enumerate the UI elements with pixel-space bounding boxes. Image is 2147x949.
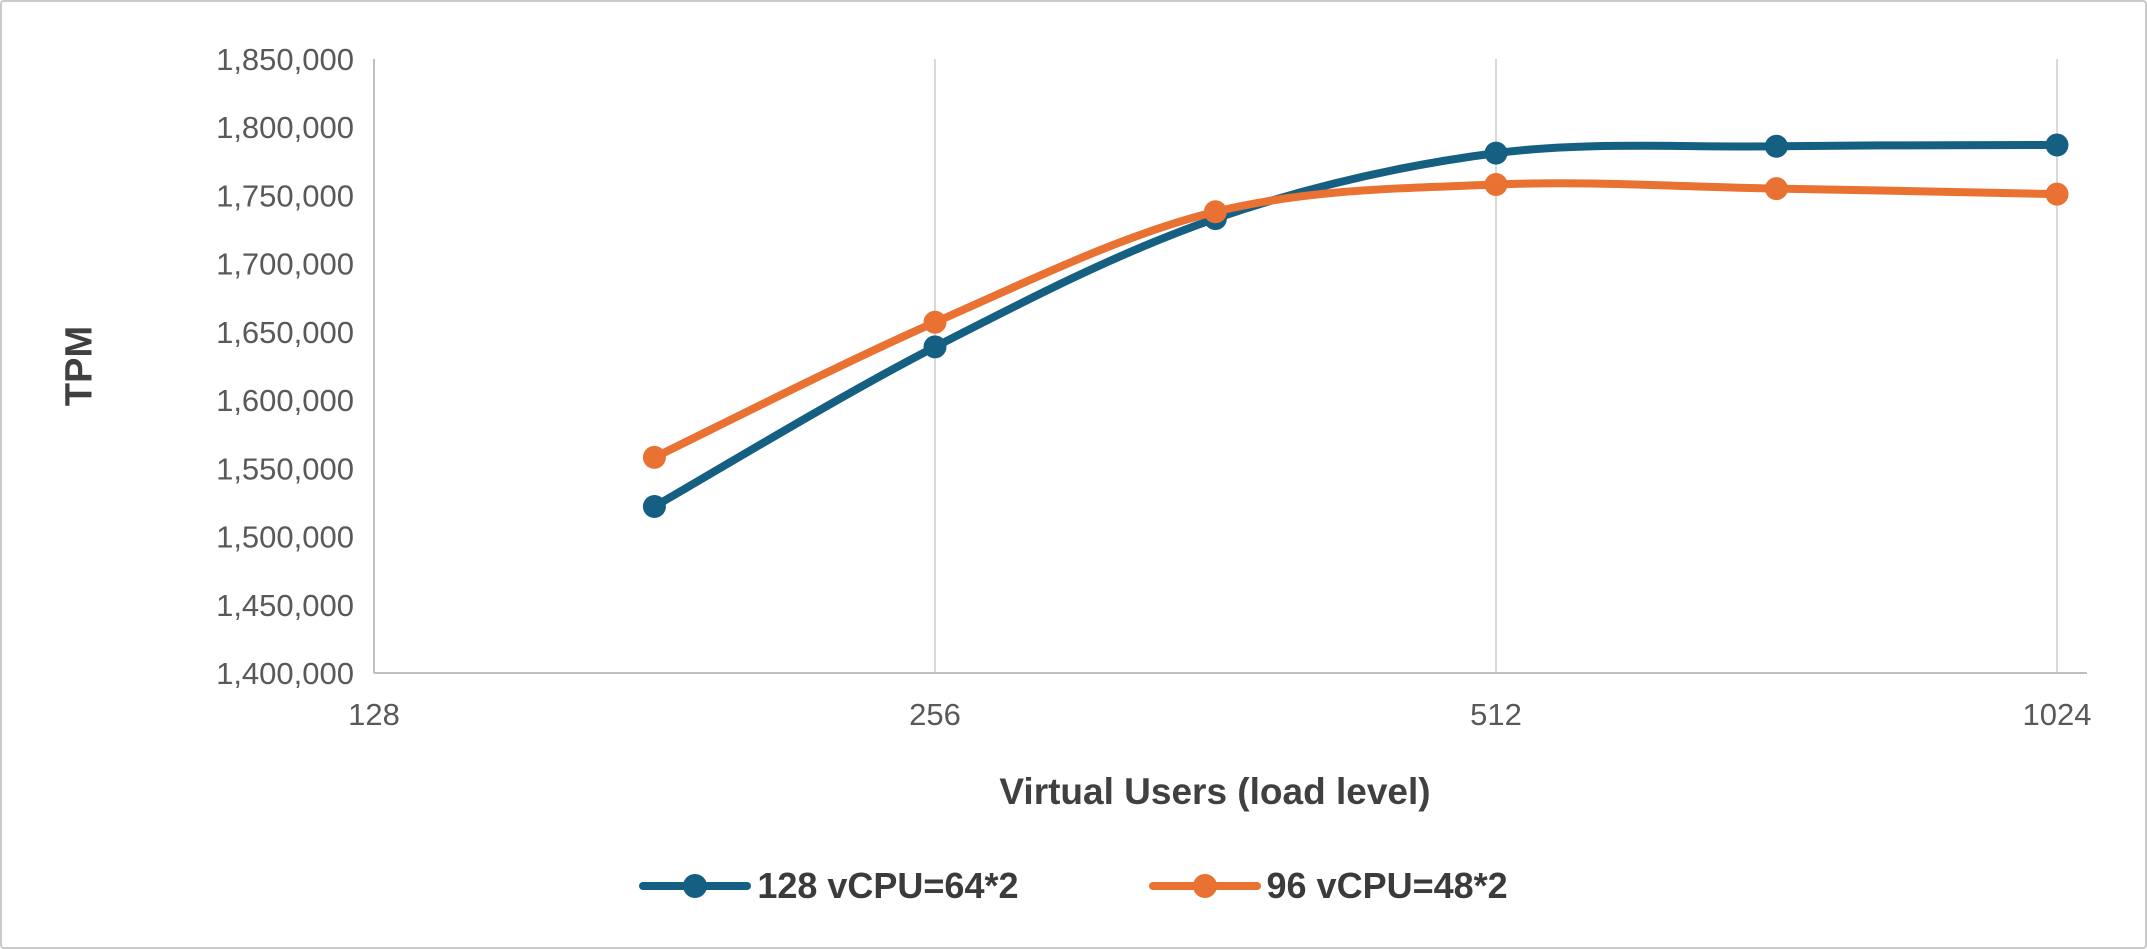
x-axis-title: Virtual Users (load level) — [999, 771, 1431, 812]
y-tick-label: 1,450,000 — [216, 588, 354, 623]
data-point-marker — [2045, 133, 2069, 157]
data-point-marker — [1203, 200, 1227, 224]
data-point-marker — [1764, 134, 1788, 158]
legend-label-128-vcpu: 128 vCPU=64*2 — [757, 865, 1019, 906]
data-point-marker — [2045, 182, 2069, 206]
data-point-marker — [923, 335, 947, 359]
legend-dot-swatch — [683, 874, 708, 898]
x-tick-label: 128 — [348, 697, 400, 732]
y-tick-label: 1,550,000 — [216, 451, 354, 486]
legend-label-96-vcpu: 96 vCPU=48*2 — [1266, 865, 1508, 906]
series-line-0 — [650, 141, 2061, 511]
y-tick-label: 1,850,000 — [216, 42, 354, 77]
data-point-marker — [1764, 177, 1788, 201]
data-point-marker — [923, 310, 947, 334]
y-tick-label: 1,700,000 — [216, 247, 354, 282]
y-tick-label: 1,750,000 — [216, 178, 354, 213]
series-line-1 — [650, 179, 2061, 462]
data-point-marker — [642, 445, 666, 469]
data-point-marker — [642, 495, 666, 518]
legend-item-128-vcpu: 128 vCPU=64*2 — [639, 865, 1019, 907]
legend-marker-128-vcpu-icon — [639, 872, 752, 900]
chart-legend: 128 vCPU=64*2 96 vCPU=48*2 — [2, 854, 2145, 918]
legend-marker-96-vcpu-icon — [1148, 872, 1261, 900]
y-tick-label: 1,400,000 — [216, 656, 354, 691]
x-tick-label: 1024 — [2023, 697, 2092, 732]
y-tick-label: 1,600,000 — [216, 383, 354, 418]
legend-item-96-vcpu: 96 vCPU=48*2 — [1148, 865, 1508, 907]
data-point-marker — [1484, 173, 1508, 196]
y-axis-title: TPM — [58, 325, 101, 407]
data-point-marker — [1484, 141, 1508, 165]
legend-dot-swatch — [1192, 874, 1217, 898]
x-tick-label: 256 — [909, 697, 961, 732]
y-tick-label: 1,500,000 — [216, 520, 354, 555]
x-tick-label: 512 — [1470, 697, 1522, 732]
y-tick-label: 1,650,000 — [216, 315, 354, 350]
y-tick-label: 1,800,000 — [216, 110, 354, 145]
